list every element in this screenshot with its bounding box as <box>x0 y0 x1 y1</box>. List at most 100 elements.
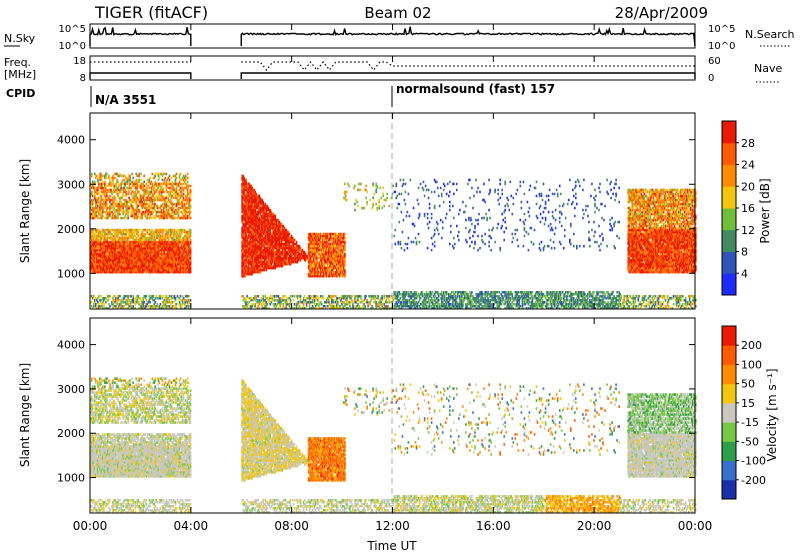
heatmap-cell <box>190 189 192 192</box>
heatmap-cell <box>155 173 157 176</box>
heatmap-cell <box>98 295 100 298</box>
heatmap-cell <box>146 295 148 298</box>
heatmap-cell <box>188 177 190 180</box>
freq-tick-high: 18 <box>73 56 86 67</box>
radar-title: TIGER (fitACF) <box>94 3 208 22</box>
heatmap-cell <box>129 175 131 178</box>
radar-figure: TIGER (fitACF) Beam 02 28/Apr/2009 N.Sky… <box>0 0 800 554</box>
heatmap-cell <box>99 305 101 308</box>
heatmap-cell <box>117 193 119 196</box>
heatmap-cell <box>128 191 130 194</box>
nave-tick-high: 60 <box>708 56 721 67</box>
heatmap-cell <box>145 229 147 232</box>
heatmap-cell <box>180 295 182 298</box>
heatmap-cell <box>106 203 108 206</box>
heatmap-cell <box>178 207 180 210</box>
heatmap-cell <box>120 175 122 178</box>
heatmap-cell <box>138 173 140 176</box>
heatmap-cell <box>115 215 117 218</box>
heatmap-cell <box>176 173 178 176</box>
cpid-segment-2: normalsound (fast) 157 <box>396 82 555 96</box>
heatmap-cell <box>187 173 189 176</box>
heatmap-cell <box>157 297 159 300</box>
heatmap-cell <box>248 301 250 304</box>
heatmap-cell <box>190 205 192 208</box>
heatmap-cell <box>130 295 132 298</box>
heatmap-cell <box>169 211 171 214</box>
heatmap-cell <box>164 191 166 194</box>
heatmap-cell <box>91 301 93 304</box>
heatmap-cell <box>151 217 153 220</box>
freq-unit: [MHz] <box>4 68 36 81</box>
heatmap-cell <box>125 191 127 194</box>
heatmap-cell <box>120 299 122 302</box>
heatmap-cell <box>190 239 192 242</box>
heatmap-cell <box>102 175 104 178</box>
heatmap-cell <box>190 199 192 202</box>
heatmap-cell <box>100 299 102 302</box>
heatmap-cell <box>247 297 249 300</box>
heatmap-cell <box>94 181 96 184</box>
heatmap-cell <box>163 187 165 190</box>
heatmap-cell <box>106 173 108 176</box>
heatmap-cell <box>145 233 147 236</box>
heatmap-cell <box>163 295 165 298</box>
heatmap-cell <box>153 295 155 298</box>
heatmap-cell <box>93 295 95 298</box>
heatmap-cell <box>157 303 159 306</box>
heatmap-cell <box>152 173 154 176</box>
heatmap-cell <box>149 187 151 190</box>
heatmap-cell <box>123 211 125 214</box>
heatmap-cell <box>91 173 93 176</box>
heatmap-cell <box>150 177 152 180</box>
heatmap-cell <box>187 181 189 184</box>
heatmap-cell <box>123 305 125 308</box>
heatmap-cell <box>190 229 192 232</box>
heatmap-cell <box>120 209 122 212</box>
nsky-tick-high: 10^5 <box>59 24 86 35</box>
heatmap-cell <box>110 189 112 192</box>
heatmap-cell <box>189 295 191 298</box>
heatmap-cell <box>134 297 136 300</box>
heatmap-cell <box>173 207 175 210</box>
beam-title: Beam 02 <box>364 4 431 22</box>
heatmap-cell <box>184 203 186 206</box>
heatmap-cell <box>190 247 192 250</box>
heatmap-cell <box>185 175 187 178</box>
heatmap-cell <box>166 195 168 198</box>
heatmap-cell <box>135 179 137 182</box>
heatmap-cell <box>106 177 108 180</box>
heatmap-cell <box>150 301 152 304</box>
heatmap-cell <box>132 177 134 180</box>
heatmap-cell <box>104 181 106 184</box>
heatmap-cell <box>105 185 107 188</box>
heatmap-cell <box>143 185 145 188</box>
heatmap-cell <box>188 185 190 188</box>
heatmap-cell <box>178 213 180 216</box>
heatmap-cell <box>100 295 102 298</box>
heatmap-cell <box>103 199 105 202</box>
heatmap-cell <box>173 301 175 304</box>
heatmap-cell <box>156 183 158 186</box>
heatmap-cell <box>91 191 93 194</box>
heatmap-cell <box>143 175 145 178</box>
heatmap-cell <box>140 173 142 176</box>
heatmap-cell <box>190 211 192 214</box>
heatmap-cell <box>262 201 264 204</box>
heatmap-cell <box>119 295 121 298</box>
heatmap-cell <box>162 203 164 206</box>
heatmap-cell <box>127 295 129 298</box>
heatmap-cell <box>100 173 102 176</box>
heatmap-cell <box>146 299 148 302</box>
power-heatmap <box>90 173 697 310</box>
freq-trace <box>90 73 695 79</box>
heatmap-cell <box>257 295 259 298</box>
heatmap-cell <box>147 229 149 232</box>
heatmap-cell <box>109 305 111 308</box>
heatmap-cell <box>152 183 154 186</box>
heatmap-cell <box>114 177 116 180</box>
heatmap-cell <box>123 195 125 198</box>
heatmap-cell <box>176 177 178 180</box>
heatmap-cell <box>108 175 110 178</box>
heatmap-cell <box>260 297 262 300</box>
